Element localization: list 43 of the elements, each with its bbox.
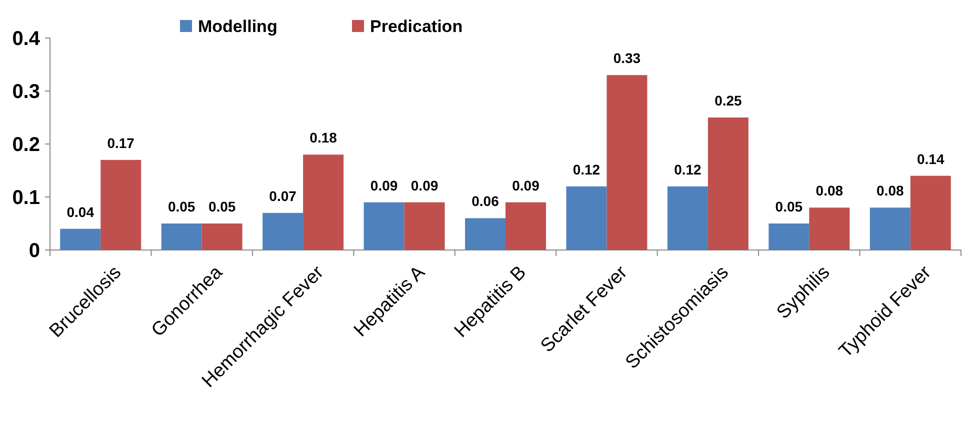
bar (809, 208, 850, 250)
data-label: 0.05 (168, 198, 196, 214)
y-tick-label: 0.4 (12, 28, 41, 50)
bar (506, 202, 546, 250)
data-label: 0.18 (310, 130, 338, 146)
bar (768, 224, 810, 250)
bar (100, 160, 142, 250)
data-label: 0.06 (472, 193, 500, 210)
data-label: 0.08 (876, 182, 904, 199)
data-label: 0.08 (816, 182, 844, 199)
bar (566, 186, 607, 250)
bar (667, 186, 708, 250)
bar (60, 228, 101, 250)
data-label: 0.09 (410, 177, 438, 194)
bar (404, 202, 445, 250)
data-label: 0.33 (613, 50, 641, 66)
bar (364, 202, 404, 250)
data-label: 0.14 (917, 150, 944, 167)
bar (202, 224, 242, 250)
data-label: 0.12 (674, 161, 702, 178)
data-label: 0.09 (370, 177, 398, 194)
data-label: 0.05 (775, 198, 803, 214)
data-label: 0.04 (66, 204, 94, 220)
bar (465, 218, 506, 250)
data-label: 0.25 (714, 92, 742, 108)
bar (161, 224, 202, 250)
legend-label: Modelling (198, 16, 278, 36)
bar (303, 154, 344, 250)
bar (262, 212, 304, 250)
y-tick-label: 0.2 (12, 134, 40, 156)
bar (708, 118, 748, 250)
data-label: 0.09 (512, 177, 540, 194)
bar (606, 75, 648, 250)
data-label: 0.12 (572, 161, 600, 178)
bar (910, 176, 951, 250)
y-tick-label: 0.3 (12, 81, 40, 103)
bar (870, 208, 910, 250)
data-label: 0.17 (107, 134, 135, 151)
data-label: 0.07 (269, 188, 297, 204)
data-label: 0.05 (208, 198, 236, 214)
legend-label: Predication (370, 16, 463, 36)
y-tick-label: 0 (28, 240, 40, 262)
y-tick-label: 0.1 (12, 187, 40, 209)
